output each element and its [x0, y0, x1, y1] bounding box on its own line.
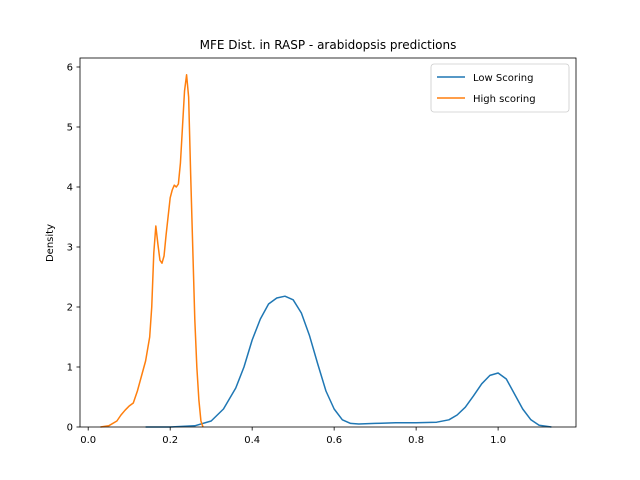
series-line-low-scoring	[145, 295, 552, 428]
y-tick-label: 4	[67, 183, 73, 194]
chart-title: MFE Dist. in RASP - arabidopsis predicti…	[200, 38, 457, 52]
y-tick-label: 3	[67, 243, 73, 254]
y-tick-label: 2	[67, 303, 73, 314]
legend-label-high-scoring: High scoring	[473, 94, 536, 105]
plot-area: 0.0 0.2 0.4 0.6 0.8 1.0 0 1 2 3 4 5 6	[67, 57, 577, 446]
x-tick-label: 1.0	[490, 435, 506, 446]
y-axis-label: Density	[45, 224, 56, 262]
y-tick-label: 0	[67, 423, 73, 434]
y-tick-label: 6	[67, 63, 73, 74]
x-tick-label: 0.0	[80, 435, 96, 446]
x-tick-label: 0.6	[326, 435, 342, 446]
x-tick-label: 0.8	[408, 435, 424, 446]
y-tick-label: 1	[67, 363, 73, 374]
x-tick-label: 0.4	[244, 435, 260, 446]
x-tick-label: 0.2	[162, 435, 178, 446]
y-tick-label: 5	[67, 123, 73, 134]
legend-box	[430, 63, 570, 113]
series-line-high-scoring	[100, 74, 204, 428]
legend: Low Scoring High scoring	[430, 63, 570, 113]
plot-frame	[79, 57, 577, 428]
legend-label-low-scoring: Low Scoring	[473, 73, 533, 84]
